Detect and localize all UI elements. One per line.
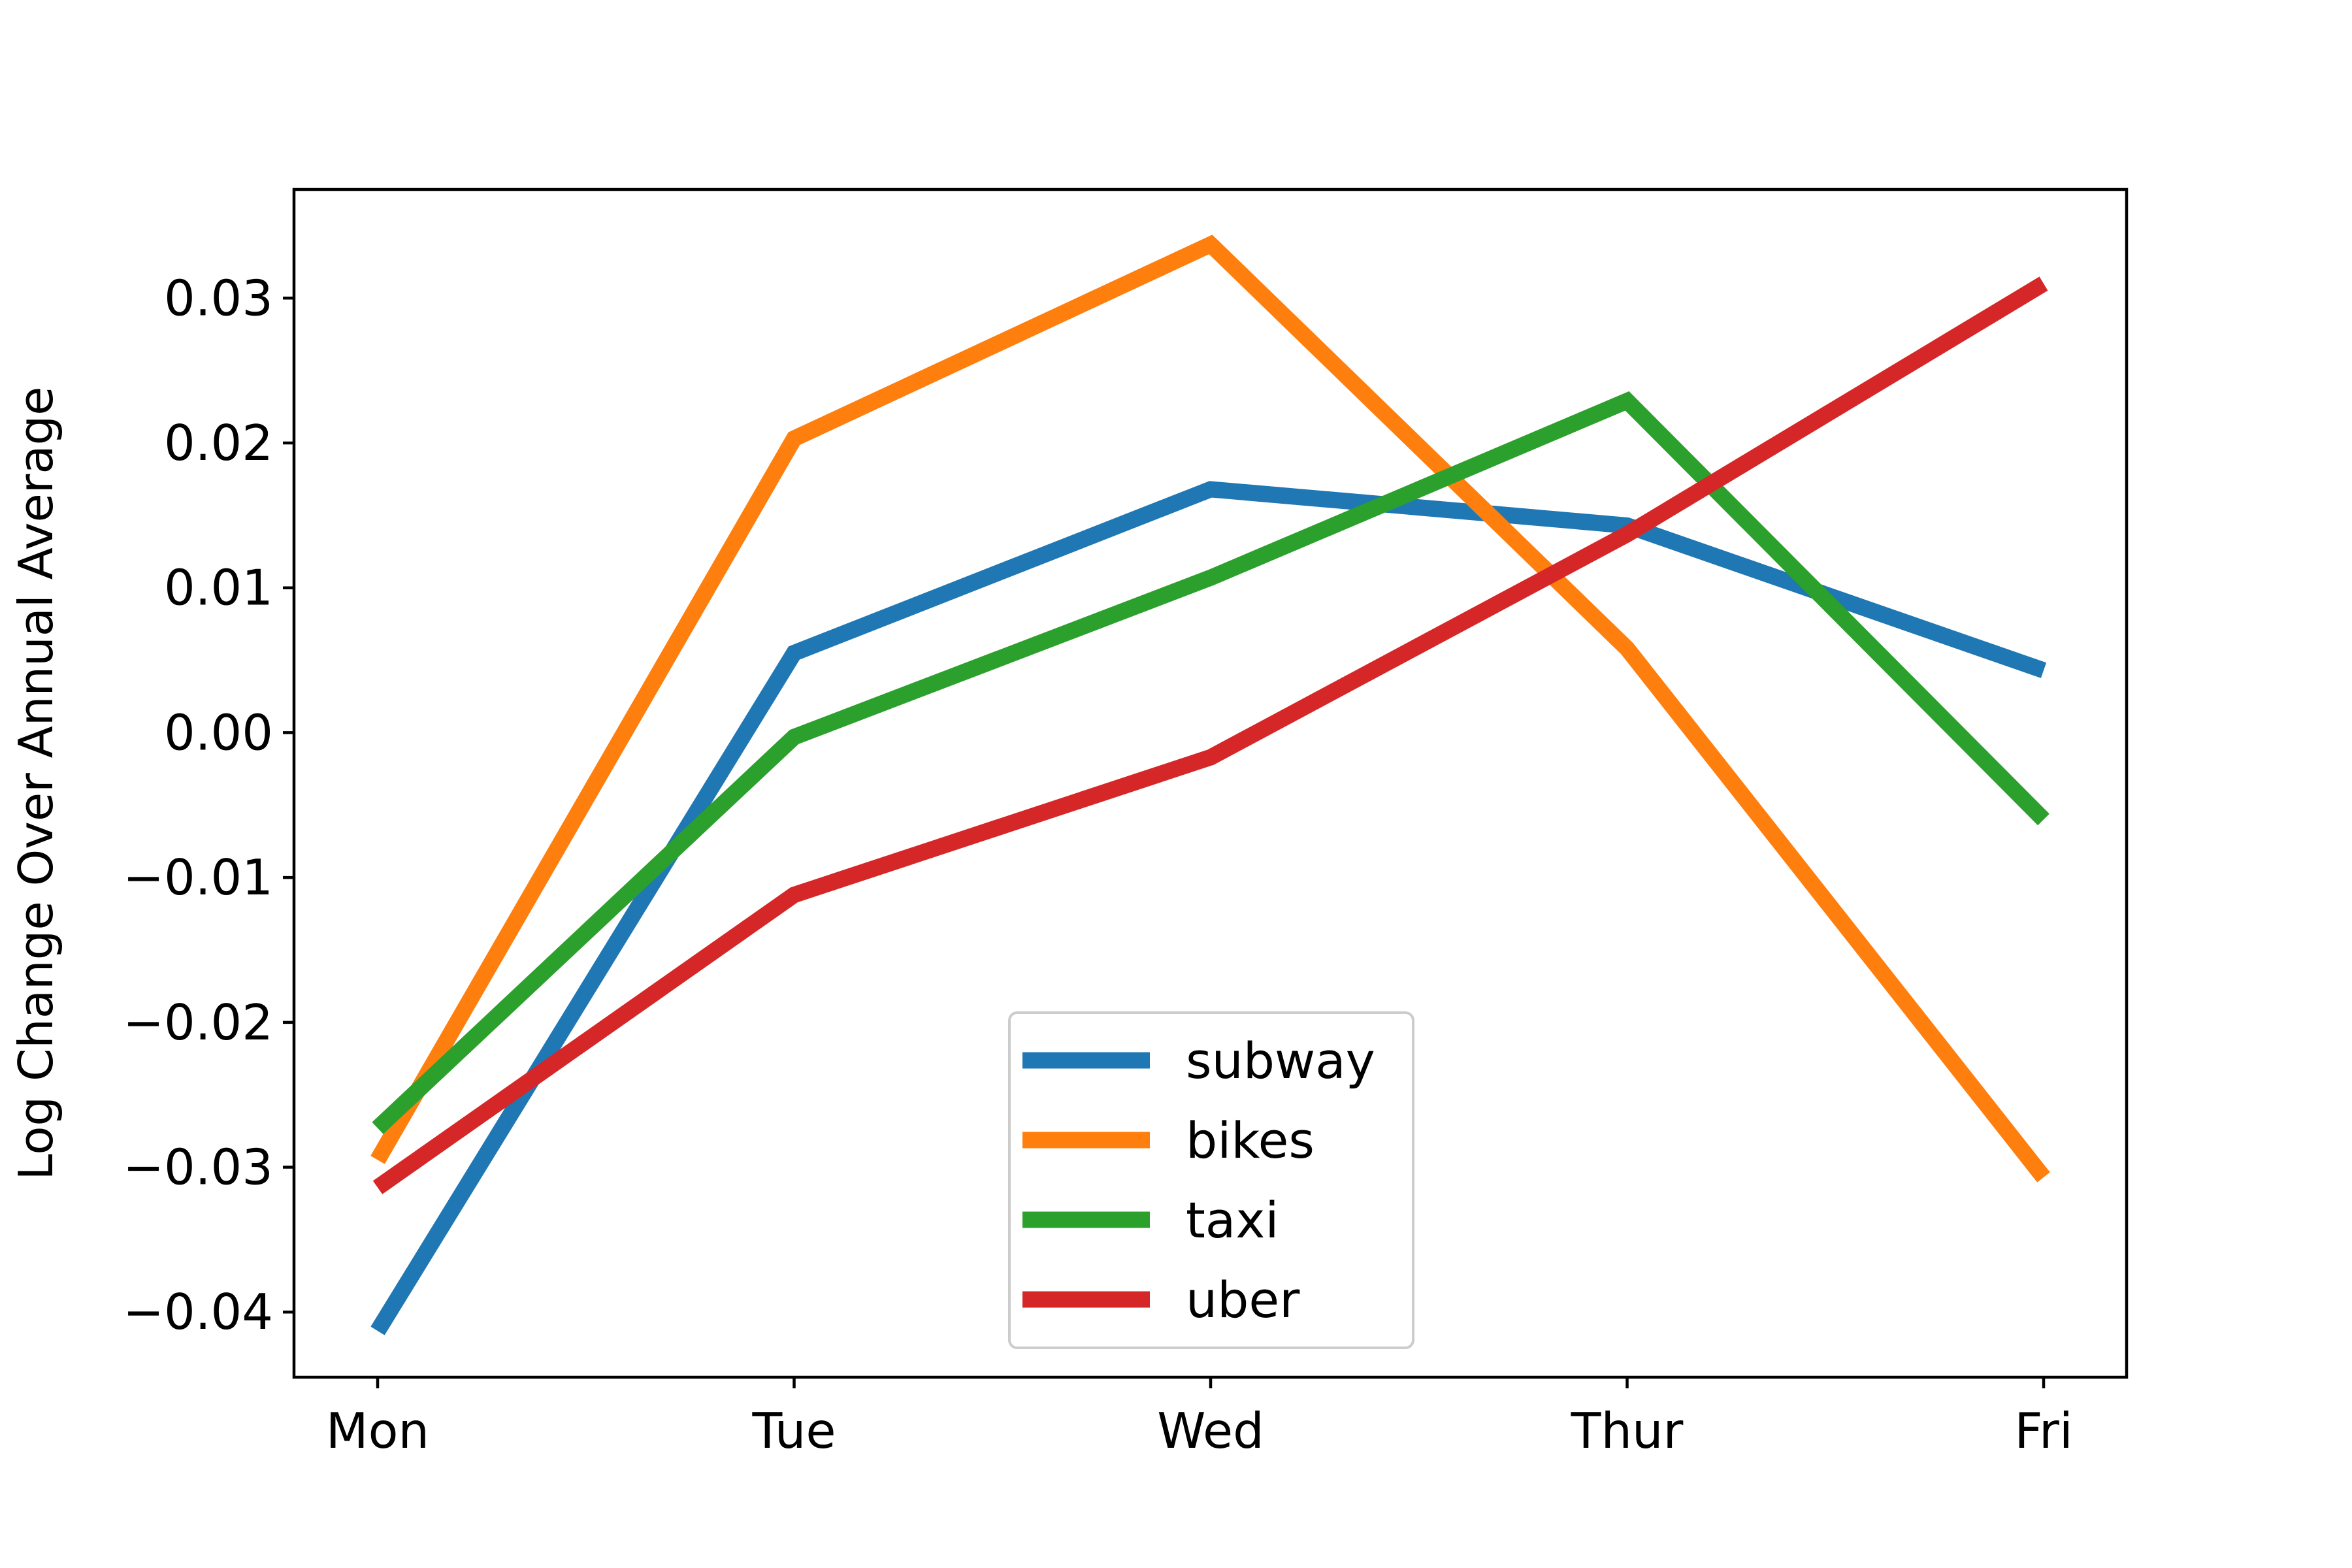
legend-label-taxi: taxi — [1186, 1191, 1279, 1249]
y-tick-label: 0.00 — [164, 704, 273, 761]
x-tick-label: Tue — [751, 1402, 836, 1460]
series-line-uber — [372, 276, 2048, 1194]
legend-box — [1008, 1011, 1414, 1349]
x-axis: Mon Tue Wed Thur Fri — [326, 1377, 2073, 1460]
legend-label-bikes: bikes — [1186, 1111, 1315, 1169]
x-tick-label: Fri — [2014, 1402, 2072, 1460]
legend-label-uber: uber — [1186, 1271, 1300, 1329]
series-line-bikes — [370, 235, 2050, 1183]
y-tick-label: 0.03 — [164, 269, 273, 327]
y-tick-label: −0.01 — [123, 849, 273, 906]
x-tick-label: Thur — [1571, 1402, 1684, 1460]
y-tick-label: −0.02 — [123, 994, 273, 1051]
x-tick-label: Wed — [1157, 1402, 1264, 1460]
series-line-subway — [370, 481, 2047, 1335]
x-tick-label: Mon — [326, 1402, 429, 1460]
series-line-taxi — [372, 391, 2050, 1134]
legend: subway bikes taxi uber — [1008, 1011, 1414, 1349]
series-layer — [370, 235, 2050, 1335]
y-tick-label: 0.02 — [164, 414, 273, 472]
y-tick-label: −0.04 — [123, 1283, 273, 1341]
y-tick-label: 0.01 — [164, 559, 273, 617]
y-axis-label: Log Change Over Annual Average — [8, 387, 63, 1181]
y-axis: −0.04 −0.03 −0.02 −0.01 0.00 0.01 0.02 0.03 — [123, 269, 294, 1341]
y-tick-label: −0.03 — [123, 1139, 273, 1196]
legend-label-subway: subway — [1186, 1032, 1375, 1090]
